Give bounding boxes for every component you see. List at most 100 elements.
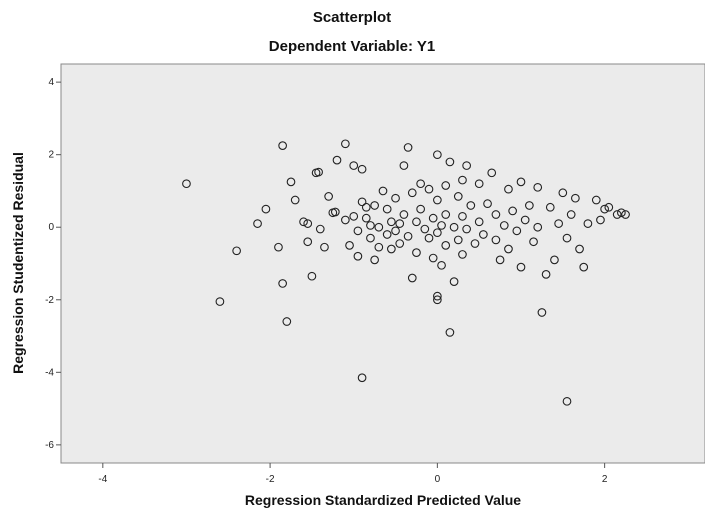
data-point [508, 206, 517, 216]
data-point [516, 262, 526, 272]
data-point [349, 161, 359, 170]
data-point [182, 179, 191, 189]
y-axis: 4 2 0 -2 -4 -6 [45, 77, 61, 451]
data-point [575, 244, 584, 254]
data-point [391, 193, 400, 203]
data-point [441, 210, 451, 219]
data-point [215, 297, 225, 306]
data-point [353, 251, 363, 261]
data-point [529, 237, 538, 247]
data-point [307, 271, 317, 281]
data-point [491, 210, 501, 219]
x-tick-label: 2 [602, 474, 608, 485]
data-point [449, 222, 459, 232]
data-point [453, 192, 463, 201]
data-point [604, 202, 614, 212]
y-axis-label: Regression Studentized Residual [10, 152, 26, 374]
y-tick-label: 4 [48, 77, 54, 88]
data-point [533, 222, 543, 232]
x-tick-label: -2 [266, 474, 275, 485]
data-point [286, 177, 296, 187]
data-point [550, 255, 559, 265]
data-point [504, 244, 513, 254]
data-point [462, 224, 471, 234]
data-point [600, 204, 609, 214]
data-point [491, 235, 501, 245]
data-point [416, 204, 425, 214]
y-tick-label: 0 [48, 222, 54, 233]
data-point [554, 219, 563, 228]
data-point [395, 219, 405, 228]
data-points [182, 139, 630, 406]
x-tick-label: 0 [435, 474, 441, 485]
data-point [407, 273, 417, 283]
x-axis: -4 -2 0 2 [98, 463, 608, 485]
data-point [278, 141, 287, 150]
data-point [533, 182, 543, 192]
data-point [391, 226, 400, 236]
data-point [416, 179, 425, 189]
data-point [433, 150, 442, 160]
y-tick-label: -2 [45, 295, 54, 306]
data-point [458, 250, 467, 259]
data-point [441, 181, 451, 190]
data-point [512, 226, 522, 236]
data-point [516, 177, 526, 187]
data-point [612, 210, 622, 219]
data-point [403, 231, 413, 241]
data-point [591, 195, 601, 205]
data-point [499, 221, 509, 230]
data-point [566, 210, 576, 219]
data-point [395, 239, 405, 248]
data-point [428, 253, 438, 263]
chart-subtitle: Dependent Variable: Y1 [269, 38, 435, 55]
data-point [278, 279, 287, 288]
data-point [330, 207, 340, 217]
data-point [324, 192, 333, 201]
data-point [504, 184, 513, 194]
data-point [399, 161, 409, 170]
data-point [353, 226, 363, 236]
data-point [378, 186, 388, 196]
data-point [579, 262, 589, 272]
data-point [366, 221, 375, 230]
data-point [479, 230, 488, 239]
data-point [341, 215, 350, 225]
data-point [303, 219, 313, 228]
data-point [487, 168, 497, 178]
data-point [433, 195, 442, 205]
data-point [345, 241, 354, 250]
data-point [525, 201, 534, 210]
data-point [583, 219, 593, 228]
data-point [382, 204, 392, 214]
data-point [357, 373, 367, 383]
data-point [341, 139, 350, 149]
data-point [474, 217, 484, 227]
data-point [370, 255, 379, 265]
x-axis-label: Regression Standardized Predicted Value [245, 492, 521, 508]
data-point [433, 295, 442, 305]
chart-title: Scatterplot [313, 9, 391, 26]
data-point [407, 188, 417, 198]
data-point [370, 201, 379, 210]
data-point [420, 224, 430, 234]
data-point [232, 246, 241, 256]
data-point [357, 197, 367, 207]
data-point [428, 213, 438, 223]
data-point [558, 188, 568, 198]
data-point [412, 248, 421, 257]
data-point [387, 244, 396, 254]
data-point [274, 242, 283, 252]
data-point [621, 210, 630, 219]
data-point [253, 219, 262, 228]
data-point [437, 221, 446, 230]
data-point [282, 317, 292, 326]
data-point [349, 211, 359, 221]
data-point [303, 237, 313, 247]
data-point [474, 179, 484, 189]
data-point [361, 202, 371, 212]
data-point [403, 143, 413, 152]
data-point [537, 308, 547, 317]
data-point [314, 167, 323, 177]
